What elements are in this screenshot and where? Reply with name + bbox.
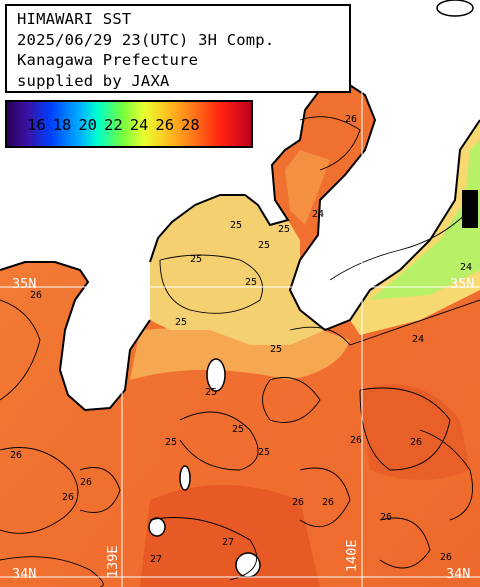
contour-label: 26 xyxy=(62,492,74,503)
contour-label: 25 xyxy=(165,437,177,448)
contour-label: 25 xyxy=(245,277,257,288)
contour-label: 26 xyxy=(80,477,92,488)
contour-label: 26 xyxy=(292,497,304,508)
cold-water xyxy=(370,140,480,300)
contour-label: 24 xyxy=(460,262,472,273)
lon-label-139e: 139E xyxy=(105,545,121,578)
contour-label: 25 xyxy=(258,447,270,458)
title-line-3: Kanagawa Prefecture xyxy=(17,51,199,69)
contour-label: 26 xyxy=(410,437,422,448)
contour-label: 25 xyxy=(230,220,242,231)
legend-label-24: 24 xyxy=(129,116,149,134)
lat-label-34n-left: 34N xyxy=(12,566,37,582)
contour-label: 25 xyxy=(232,424,244,435)
lon-label-140e: 140E xyxy=(344,539,360,572)
legend-label-28: 28 xyxy=(181,116,200,134)
tokyobay-inner xyxy=(285,150,330,225)
color-legend: 16 18 20 22 24 26 28 xyxy=(5,100,253,148)
legend-label-22: 22 xyxy=(104,116,123,134)
contour-label: 26 xyxy=(10,450,22,461)
title-box: HIMAWARI SST 2025/06/29 23(UTC) 3H Comp.… xyxy=(5,4,351,93)
contour-label: 25 xyxy=(278,224,290,235)
legend-labels: 16 18 20 22 24 26 28 xyxy=(27,116,200,134)
title-line-2: 2025/06/29 23(UTC) 3H Comp. xyxy=(17,30,275,49)
contour-label: 24 xyxy=(312,209,324,220)
title-line-1: HIMAWARI SST xyxy=(17,10,132,28)
contour-label: 27 xyxy=(222,537,234,548)
contour-label: 25 xyxy=(175,317,187,328)
legend-label-16: 16 xyxy=(27,116,46,134)
contour-label: 25 xyxy=(205,387,217,398)
legend-label-18: 18 xyxy=(52,116,72,134)
bay-water xyxy=(150,195,325,345)
island xyxy=(436,0,474,17)
contour-label: 26 xyxy=(345,114,357,125)
contour-label: 26 xyxy=(30,290,42,301)
contour-label: 26 xyxy=(380,512,392,523)
contour-label: 26 xyxy=(322,497,334,508)
contour-label: 27 xyxy=(150,554,162,565)
contour-label: 26 xyxy=(350,435,362,446)
coastline xyxy=(149,80,480,332)
warm-patch xyxy=(140,485,320,587)
lat-label-35n-right: 35N xyxy=(450,276,475,292)
legend-label-26: 26 xyxy=(155,116,175,134)
contour-label: 25 xyxy=(258,240,270,251)
warm-patch xyxy=(360,384,470,480)
contour-label: 24 xyxy=(412,334,424,345)
contour-lines xyxy=(0,116,480,587)
title-line-4: supplied by JAXA xyxy=(17,71,170,90)
lat-label-35n-left: 35N xyxy=(12,276,37,292)
legend-label-20: 20 xyxy=(78,116,98,134)
lat-label-34n-right: 34N xyxy=(446,566,471,582)
contour-label: 25 xyxy=(190,254,202,265)
contour-label: 26 xyxy=(440,552,452,563)
missing-data xyxy=(462,190,478,228)
contour-label: 25 xyxy=(270,344,282,355)
island xyxy=(148,517,166,537)
island xyxy=(206,358,226,392)
contour-label-group: 26 26 25 25 25 25 25 25 25 25 25 25 25 26 26 26 26 26 26 24… xyxy=(10,114,472,565)
island xyxy=(179,465,191,491)
